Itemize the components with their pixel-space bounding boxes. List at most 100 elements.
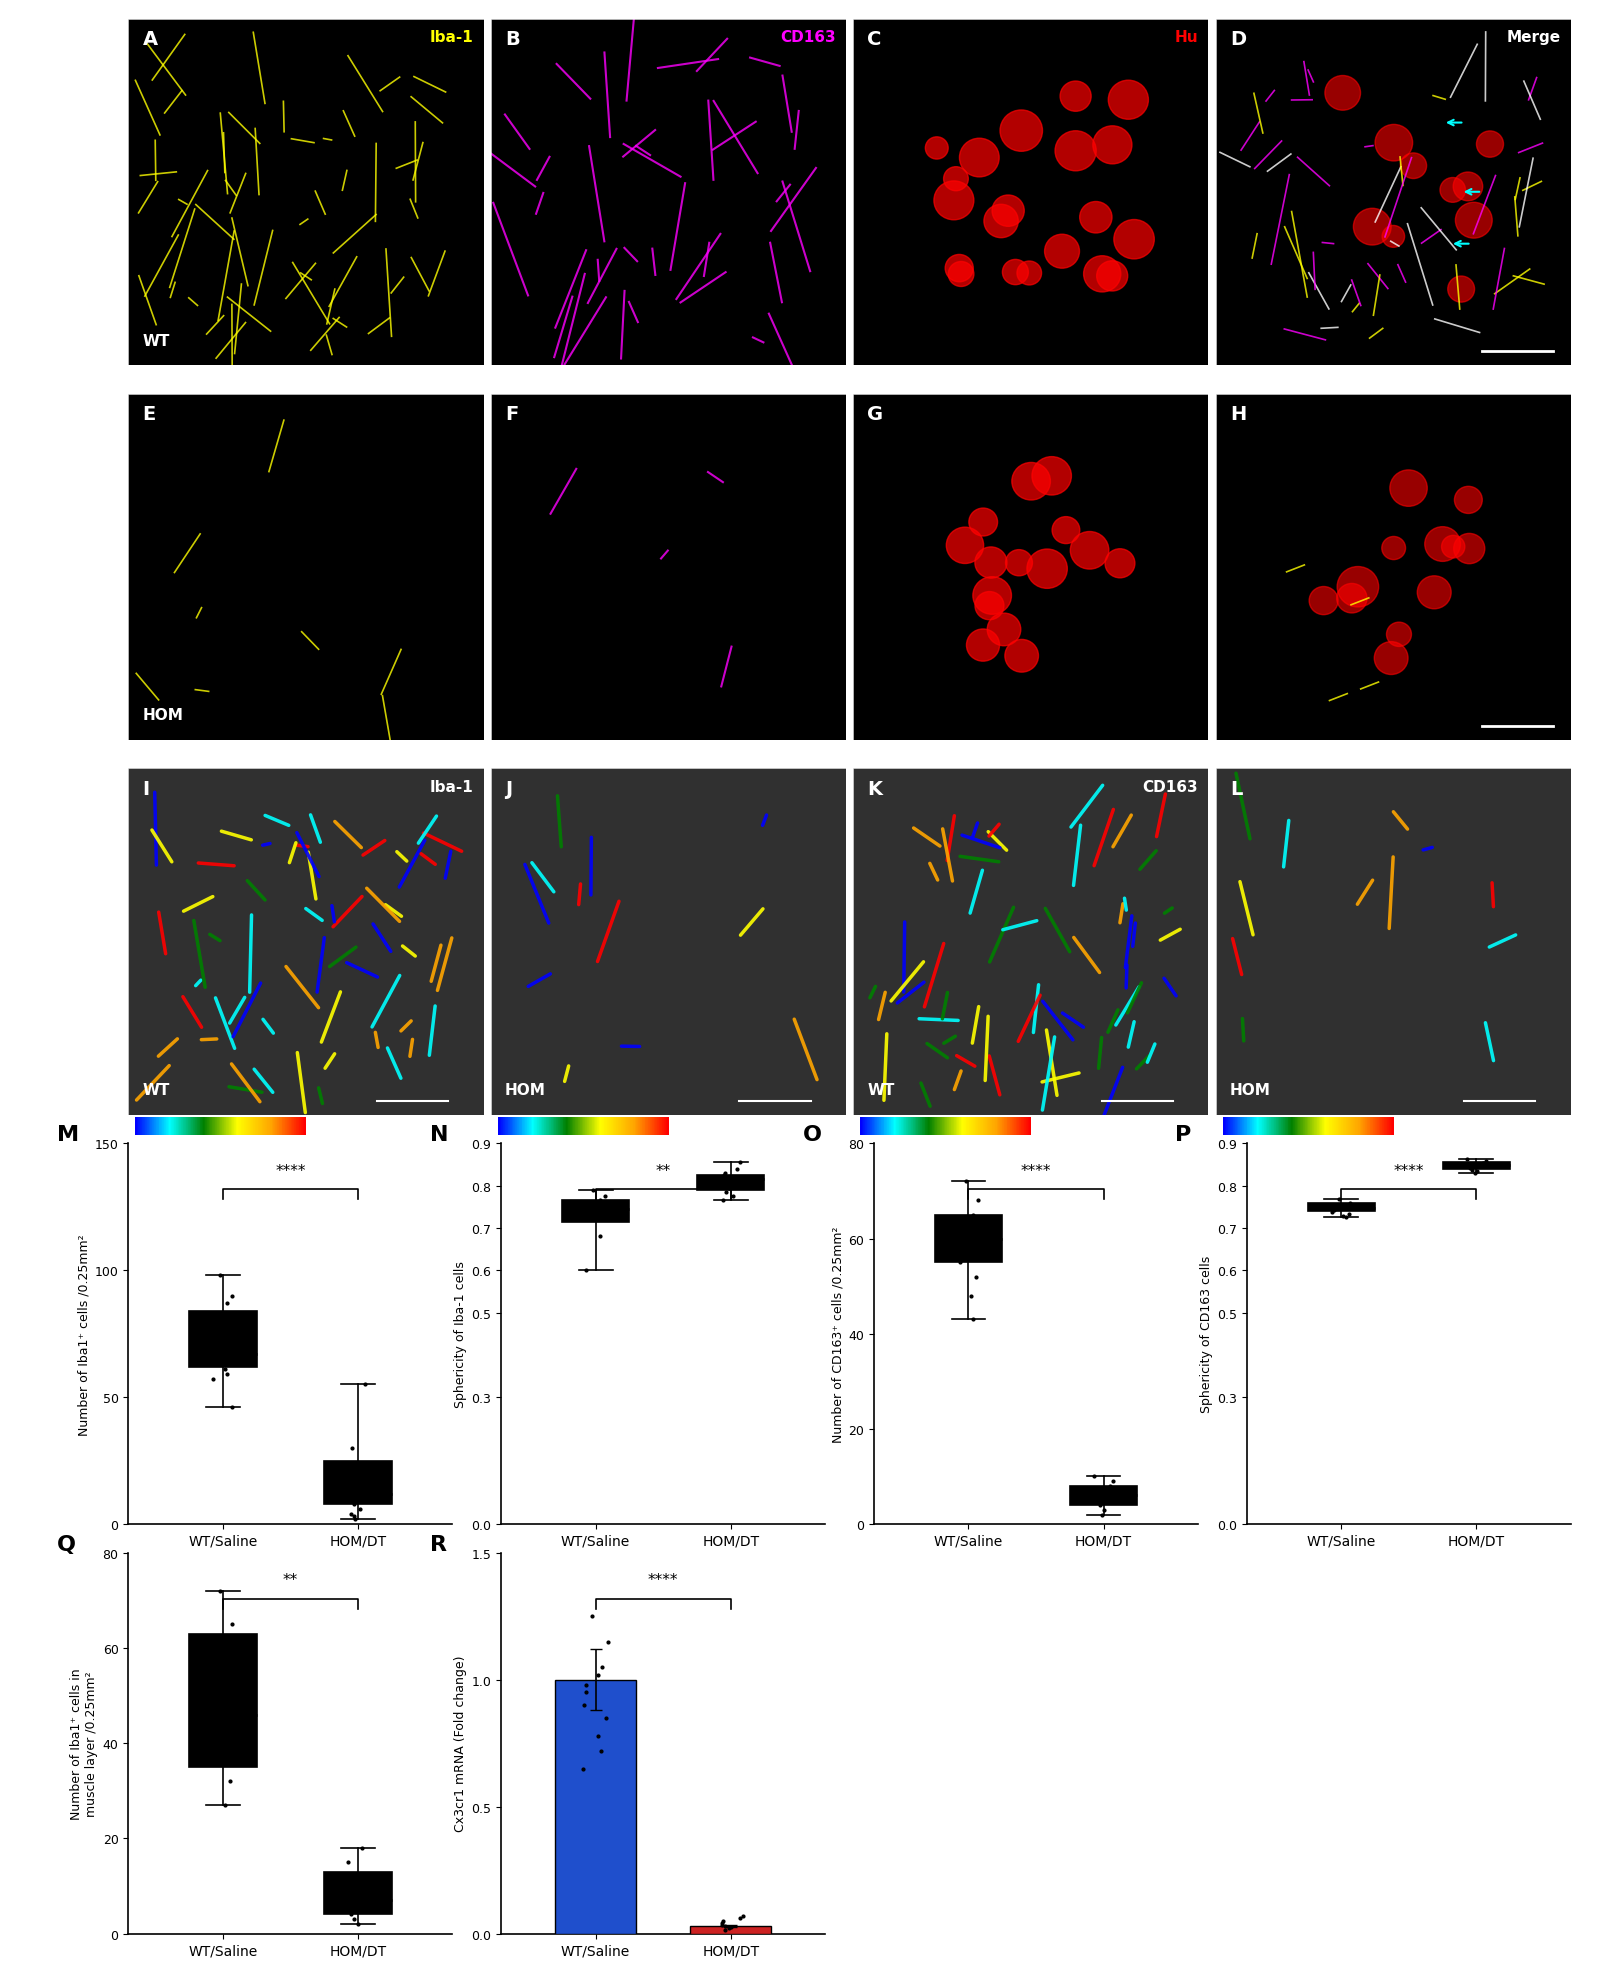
Circle shape [1005,550,1032,576]
Circle shape [1060,83,1092,112]
Text: ****: **** [648,1572,678,1588]
Circle shape [1000,110,1042,152]
Text: ****: **** [1393,1162,1423,1178]
Text: K: K [867,779,882,799]
Circle shape [960,140,999,178]
Circle shape [1002,260,1029,286]
Circle shape [1096,262,1129,292]
PathPatch shape [563,1202,630,1221]
Circle shape [1353,209,1391,247]
Circle shape [1390,472,1427,507]
PathPatch shape [189,1312,256,1367]
Circle shape [946,529,984,564]
Text: WT: WT [143,1083,170,1097]
Circle shape [987,614,1021,647]
Text: C: C [867,30,882,49]
Text: L: L [1230,779,1242,799]
Text: HOM: HOM [1230,1083,1271,1097]
Text: Hu: Hu [1175,30,1197,45]
Circle shape [1045,235,1079,268]
PathPatch shape [697,1176,765,1190]
Circle shape [1093,126,1132,166]
Text: WT: WT [143,333,170,349]
Circle shape [1337,566,1379,608]
Text: **: ** [282,1572,298,1588]
Circle shape [946,255,973,282]
Circle shape [1310,588,1339,616]
Circle shape [1016,262,1042,286]
Text: Q: Q [58,1535,75,1555]
Text: F: F [505,404,518,424]
PathPatch shape [324,1460,391,1503]
Circle shape [975,592,1003,620]
Text: B: B [505,30,519,49]
Circle shape [1401,154,1427,180]
Circle shape [1108,81,1148,120]
PathPatch shape [1069,1486,1137,1505]
Text: O: O [803,1125,822,1144]
Circle shape [925,138,949,160]
Text: J: J [505,779,511,799]
Text: M: M [58,1125,79,1144]
Circle shape [984,205,1018,239]
Circle shape [1448,276,1475,304]
Circle shape [1387,623,1412,647]
Text: I: I [143,779,149,799]
Circle shape [1441,537,1465,558]
Text: Iba-1: Iba-1 [430,779,473,795]
Circle shape [1071,533,1109,570]
Text: G: G [867,404,883,424]
Circle shape [1326,77,1361,110]
Circle shape [1476,132,1504,158]
Text: P: P [1175,1125,1191,1144]
Text: E: E [143,404,155,424]
Circle shape [973,578,1011,616]
PathPatch shape [1443,1162,1510,1170]
Circle shape [992,195,1024,227]
Circle shape [968,509,997,537]
Circle shape [1032,458,1071,495]
Circle shape [1382,227,1404,249]
Y-axis label: Sphericity of Iba-1 cells: Sphericity of Iba-1 cells [454,1261,466,1407]
Circle shape [1028,550,1068,590]
Circle shape [1382,537,1406,560]
Circle shape [1114,221,1154,260]
PathPatch shape [1308,1204,1375,1211]
Text: **: ** [656,1162,670,1178]
Circle shape [1055,132,1096,172]
Circle shape [1456,203,1492,239]
Text: Merge: Merge [1507,30,1560,45]
Text: CD163: CD163 [1143,779,1197,795]
Circle shape [1005,639,1039,673]
Circle shape [967,629,1000,661]
Text: CD163: CD163 [779,30,835,45]
Text: H: H [1230,404,1246,424]
Y-axis label: Number of CD163⁺ cells /0.25mm²: Number of CD163⁺ cells /0.25mm² [830,1225,845,1442]
Text: Iba-1: Iba-1 [430,30,473,45]
Circle shape [1337,584,1367,614]
Circle shape [1375,126,1412,162]
Circle shape [1454,174,1483,201]
Circle shape [1084,256,1120,292]
Y-axis label: Sphericity of CD163 cells: Sphericity of CD163 cells [1201,1255,1213,1413]
Circle shape [1011,464,1050,501]
Circle shape [1080,203,1112,235]
Text: HOM: HOM [143,708,183,722]
Circle shape [975,548,1007,578]
Y-axis label: Number of Iba1⁺ cells in
muscle layer /0.25mm²: Number of Iba1⁺ cells in muscle layer /0… [71,1667,98,1819]
PathPatch shape [935,1215,1002,1263]
Circle shape [935,182,975,221]
Bar [555,1679,636,1934]
Text: A: A [143,30,157,49]
Circle shape [1417,576,1451,610]
Text: ****: **** [276,1162,306,1178]
Circle shape [1454,535,1484,564]
Circle shape [944,168,968,191]
Circle shape [1374,643,1407,675]
Circle shape [1454,487,1483,515]
PathPatch shape [189,1634,256,1768]
PathPatch shape [324,1872,391,1914]
Text: D: D [1230,30,1246,49]
Text: ****: **** [1021,1162,1052,1178]
Circle shape [1439,178,1465,203]
